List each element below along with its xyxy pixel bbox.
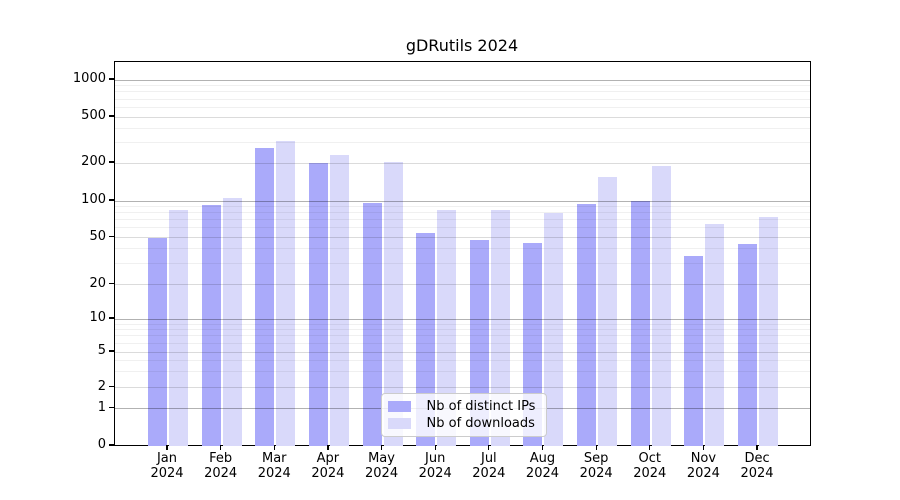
bar-distinct_ips-mar bbox=[255, 148, 275, 446]
y-tick-label-2: 2 bbox=[97, 378, 106, 394]
y-tick-mark-1 bbox=[108, 406, 114, 409]
bar-downloads-may bbox=[383, 161, 403, 446]
bar-distinct_ips-oct bbox=[630, 201, 650, 446]
x-tick-mark-nov bbox=[702, 445, 704, 450]
y-tick-label-1: 1 bbox=[97, 399, 106, 415]
gridline-minor-600 bbox=[114, 106, 810, 108]
bar-downloads-jul bbox=[490, 210, 510, 446]
y-tick-label-100: 100 bbox=[81, 192, 106, 207]
legend-swatch-downloads bbox=[387, 417, 411, 429]
x-tick-label-apr: Apr 2024 bbox=[311, 451, 345, 481]
x-tick-label-nov: Nov 2024 bbox=[686, 451, 720, 481]
y-tick-mark-2 bbox=[108, 385, 114, 388]
y-tick-label-20: 20 bbox=[89, 275, 106, 291]
gridline-minor-900 bbox=[114, 85, 810, 87]
legend-item-downloads: Nb of downloads bbox=[387, 415, 537, 431]
bar-downloads-jun bbox=[437, 210, 457, 446]
x-tick-mark-mar bbox=[273, 445, 275, 450]
plot-area: Nb of distinct IPs Nb of downloads bbox=[113, 60, 811, 446]
bar-downloads-nov bbox=[705, 223, 725, 446]
y-tick-label-0: 0 bbox=[97, 437, 106, 452]
bar-distinct_ips-may bbox=[362, 202, 382, 446]
gridline-minor-300 bbox=[114, 142, 810, 144]
x-tick-mark-jan bbox=[166, 445, 168, 450]
y-tick-mark-10 bbox=[108, 317, 114, 319]
chart-title: gDRutils 2024 bbox=[405, 36, 519, 55]
x-tick-mark-apr bbox=[327, 445, 329, 450]
bar-distinct_ips-nov bbox=[684, 255, 704, 446]
bar-downloads-oct bbox=[651, 165, 671, 446]
bar-distinct_ips-feb bbox=[201, 204, 221, 446]
x-tick-mark-oct bbox=[649, 445, 651, 450]
gridline-200 bbox=[114, 162, 810, 164]
gridline-500 bbox=[114, 116, 810, 118]
legend-label-distinct-ips: Nb of distinct IPs bbox=[426, 398, 536, 414]
gridline-minor-700 bbox=[114, 98, 810, 100]
y-tick-label-5: 5 bbox=[97, 343, 106, 358]
x-tick-mark-jul bbox=[488, 445, 490, 450]
y-tick-mark-200 bbox=[108, 161, 114, 163]
x-tick-label-may: May 2024 bbox=[365, 451, 399, 481]
y-tick-mark-5 bbox=[108, 350, 114, 352]
bar-distinct_ips-dec bbox=[738, 244, 758, 446]
x-tick-label-jan: Jan 2024 bbox=[150, 451, 184, 481]
legend: Nb of distinct IPs Nb of downloads bbox=[380, 392, 547, 437]
y-tick-label-50: 50 bbox=[89, 228, 106, 244]
y-tick-label-200: 200 bbox=[81, 154, 106, 169]
x-tick-label-jun: Jun 2024 bbox=[418, 451, 452, 481]
x-tick-label-feb: Feb 2024 bbox=[204, 451, 238, 481]
y-tick-mark-0 bbox=[108, 444, 114, 446]
legend-swatch-distinct-ips bbox=[387, 400, 411, 412]
bar-downloads-mar bbox=[276, 140, 296, 446]
y-tick-mark-500 bbox=[108, 115, 114, 117]
x-tick-mark-may bbox=[380, 445, 383, 450]
x-tick-mark-feb bbox=[220, 445, 222, 450]
y-tick-mark-20 bbox=[108, 282, 114, 285]
y-tick-mark-100 bbox=[108, 199, 114, 201]
x-tick-label-jul: Jul 2024 bbox=[472, 451, 506, 481]
y-tick-label-10: 10 bbox=[89, 310, 106, 325]
x-tick-label-mar: Mar 2024 bbox=[257, 451, 291, 481]
x-tick-mark-sep bbox=[595, 445, 597, 450]
x-tick-label-dec: Dec 2024 bbox=[740, 451, 774, 481]
bar-downloads-dec bbox=[759, 216, 779, 446]
x-tick-label-sep: Sep 2024 bbox=[579, 451, 613, 481]
x-tick-label-aug: Aug 2024 bbox=[525, 451, 560, 481]
x-tick-label-oct: Oct 2024 bbox=[633, 451, 667, 481]
gridline-minor-400 bbox=[114, 127, 810, 129]
legend-item-distinct-ips: Nb of distinct IPs bbox=[387, 398, 537, 414]
bar-distinct_ips-apr bbox=[308, 162, 328, 446]
gridline-100 bbox=[114, 200, 810, 202]
y-tick-label-500: 500 bbox=[81, 108, 106, 123]
y-tick-mark-50 bbox=[108, 235, 114, 238]
bar-downloads-feb bbox=[222, 197, 242, 446]
bar-downloads-sep bbox=[598, 176, 618, 446]
x-tick-mark-dec bbox=[756, 445, 758, 450]
bar-distinct_ips-jan bbox=[148, 237, 167, 446]
bar-downloads-jan bbox=[169, 210, 188, 446]
bar-downloads-apr bbox=[329, 154, 349, 446]
legend-label-downloads: Nb of downloads bbox=[426, 415, 535, 431]
gridline-minor-800 bbox=[114, 91, 810, 93]
bar-distinct_ips-sep bbox=[577, 203, 597, 446]
x-tick-mark-aug bbox=[541, 445, 544, 450]
y-tick-label-1000: 1000 bbox=[72, 71, 106, 86]
bar-downloads-aug bbox=[544, 212, 564, 446]
gridline-1000 bbox=[114, 79, 810, 81]
y-tick-mark-1000 bbox=[108, 78, 114, 80]
x-tick-mark-jun bbox=[434, 445, 436, 450]
